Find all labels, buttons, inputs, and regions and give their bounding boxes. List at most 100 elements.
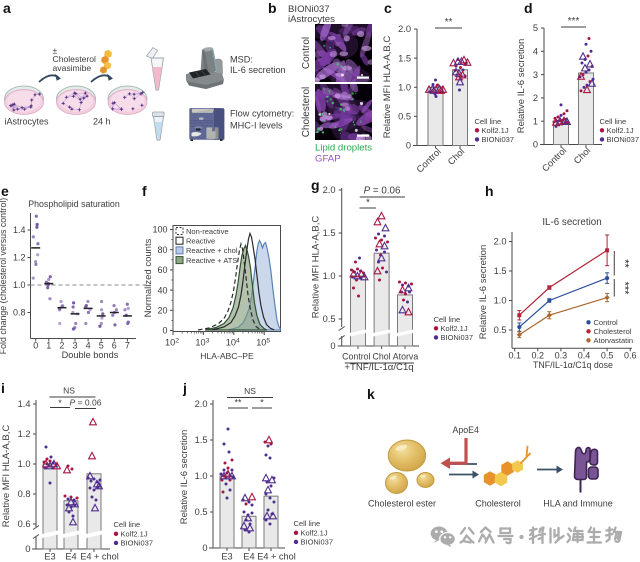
svg-text:1.5: 1.5 (195, 435, 208, 445)
svg-text:TNF/IL-1α/C1q dose: TNF/IL-1α/C1q dose (533, 360, 613, 370)
svg-text:**: ** (234, 398, 242, 408)
svg-text:iAstrocytes: iAstrocytes (5, 117, 50, 127)
svg-text:BIONi037: BIONi037 (301, 538, 334, 547)
svg-text:0.3: 0.3 (555, 351, 568, 361)
svg-text:Reactive + ATS: Reactive + ATS (186, 256, 237, 265)
svg-text:Control: Control (540, 145, 568, 173)
svg-text:*: * (58, 398, 62, 408)
svg-text:f: f (142, 183, 147, 199)
svg-text:20: 20 (157, 306, 167, 316)
svg-text:0.5: 0.5 (398, 112, 411, 122)
svg-text:E4: E4 (243, 552, 254, 562)
svg-text:0: 0 (330, 341, 335, 351)
svg-text:Cell line: Cell line (114, 520, 141, 529)
svg-text:Fold change (cholesterol versu: Fold change (cholesterol versus control) (0, 198, 8, 355)
svg-text:2: 2 (533, 93, 538, 103)
svg-text:Flow cytometry:: Flow cytometry: (230, 109, 294, 119)
svg-text:5: 5 (99, 340, 104, 350)
svg-text:E3: E3 (221, 552, 232, 562)
svg-text:Chol: Chol (373, 352, 391, 362)
svg-text:**: ** (619, 259, 631, 268)
svg-text:Double bonds: Double bonds (62, 350, 119, 360)
svg-text:NS: NS (244, 386, 256, 396)
svg-text:j: j (182, 380, 187, 396)
svg-text:Atorvastatin: Atorvastatin (594, 336, 634, 345)
svg-text:***: *** (619, 282, 631, 296)
svg-text:k: k (367, 386, 375, 402)
svg-text:3: 3 (533, 70, 538, 80)
svg-text:Phospholipid saturation: Phospholipid saturation (28, 199, 120, 209)
svg-text:IL-6 secretion: IL-6 secretion (230, 65, 286, 75)
svg-text:IL-6 secretion: IL-6 secretion (542, 217, 601, 228)
svg-text:MSD:: MSD: (230, 55, 253, 65)
svg-text:1: 1 (46, 340, 51, 350)
svg-text:Reactive: Reactive (186, 237, 215, 246)
svg-text:1.2: 1.2 (18, 429, 31, 439)
svg-text:Cell line: Cell line (434, 315, 461, 324)
svg-text:104: 104 (226, 337, 240, 347)
svg-text:1.4: 1.4 (13, 225, 26, 235)
svg-text:BIONi037: BIONi037 (607, 135, 640, 144)
svg-text:1: 1 (533, 116, 538, 126)
svg-text:Kolf2.1J: Kolf2.1J (441, 324, 468, 333)
svg-text:4: 4 (86, 340, 91, 350)
svg-text:Cholesterol: Cholesterol (301, 87, 312, 138)
svg-text:0.2: 0.2 (532, 351, 545, 361)
svg-text:2: 2 (59, 340, 64, 350)
svg-text:Control: Control (301, 37, 312, 69)
svg-text:0.1: 0.1 (508, 351, 521, 361)
svg-text:40: 40 (157, 285, 167, 295)
svg-text:*: * (260, 398, 264, 408)
svg-text:Relative MFI HLA-A,B,C: Relative MFI HLA-A,B,C (311, 216, 322, 319)
svg-text:3: 3 (72, 340, 77, 350)
svg-text:0.5: 0.5 (323, 314, 336, 324)
svg-text:Chol: Chol (446, 146, 467, 167)
svg-text:0: 0 (202, 543, 207, 553)
svg-text:105: 105 (256, 337, 270, 347)
svg-text:Relative IL-6 secretion: Relative IL-6 secretion (478, 245, 489, 340)
svg-text:0: 0 (406, 141, 411, 151)
svg-text:Relative IL-6 secretion: Relative IL-6 secretion (516, 39, 527, 134)
svg-text:2.0: 2.0 (323, 185, 336, 195)
svg-text:c: c (384, 0, 392, 16)
svg-text:MHC-I levels: MHC-I levels (230, 121, 283, 131)
svg-text:4: 4 (533, 47, 538, 57)
svg-text:2.0: 2.0 (398, 24, 411, 34)
svg-text:Cell line: Cell line (475, 117, 502, 126)
svg-text:Cell line: Cell line (600, 117, 627, 126)
svg-text:Atorva: Atorva (393, 352, 419, 362)
svg-text:Relative MFI HLA-A,B,C: Relative MFI HLA-A,B,C (1, 425, 12, 528)
svg-text:Lipid droplets: Lipid droplets (315, 143, 372, 154)
svg-text:1.5: 1.5 (494, 266, 507, 276)
svg-text:+TNF/IL-1α/C1q: +TNF/IL-1α/C1q (344, 362, 413, 373)
svg-text:BIONi037: BIONi037 (441, 333, 474, 342)
svg-text:0.6: 0.6 (18, 519, 31, 529)
svg-text:5: 5 (533, 23, 538, 33)
svg-text:24 h: 24 h (93, 117, 111, 127)
svg-text:e: e (1, 183, 9, 199)
svg-text:avasimibe: avasimibe (53, 63, 92, 73)
svg-text:1.5: 1.5 (323, 228, 336, 238)
svg-text:HLA-ABC–PE: HLA-ABC–PE (200, 351, 254, 361)
svg-text:7: 7 (125, 340, 130, 350)
svg-text:GFAP: GFAP (315, 154, 341, 165)
svg-text:Kolf2.1J: Kolf2.1J (482, 126, 509, 135)
svg-text:Kolf2.1J: Kolf2.1J (607, 126, 634, 135)
svg-text:b: b (268, 0, 277, 16)
svg-text:0: 0 (533, 140, 538, 150)
svg-text:0.8: 0.8 (13, 308, 26, 318)
svg-text:iAstrocytes: iAstrocytes (288, 14, 335, 25)
svg-text:1.0: 1.0 (18, 459, 31, 469)
svg-text:80: 80 (157, 245, 167, 255)
svg-text:Non-reactive: Non-reactive (186, 227, 229, 236)
svg-text:±: ± (53, 46, 58, 56)
svg-text:0.5: 0.5 (195, 507, 208, 517)
svg-text:0: 0 (162, 326, 167, 336)
svg-text:**: ** (445, 17, 453, 28)
svg-text:0.8: 0.8 (18, 489, 31, 499)
svg-text:E4 + chol: E4 + chol (257, 552, 296, 562)
svg-text:0: 0 (25, 544, 30, 555)
svg-text:P = 0.06: P = 0.06 (70, 398, 102, 408)
svg-text:6: 6 (112, 340, 117, 350)
svg-text:1.0: 1.0 (494, 296, 507, 306)
